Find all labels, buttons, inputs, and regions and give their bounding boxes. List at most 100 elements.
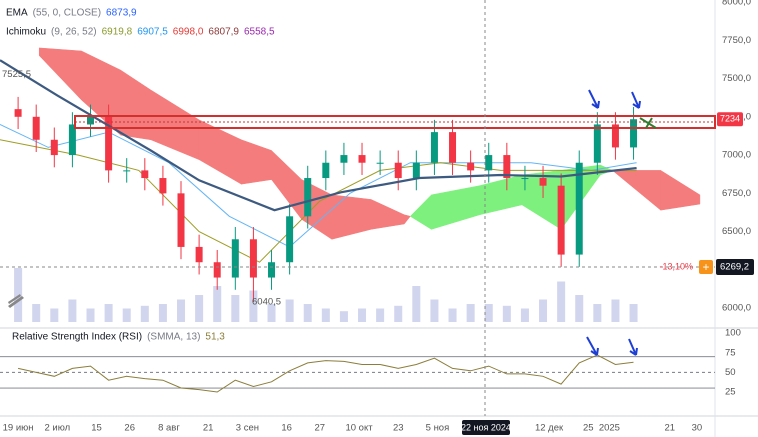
- time-tick-label: 10 окт: [345, 423, 373, 434]
- volume-bar: [575, 295, 584, 322]
- legend-bg: [2, 5, 144, 21]
- candle-body: [177, 193, 185, 247]
- time-tick-label: 15: [91, 423, 102, 434]
- cloud-segment: [660, 169, 701, 211]
- candle-body: [14, 109, 22, 117]
- volume-bar: [140, 305, 149, 322]
- candle-body: [340, 155, 348, 163]
- volume-bar: [122, 308, 131, 322]
- volume-bar: [557, 281, 566, 322]
- price-annotation: 7525,5: [2, 69, 31, 80]
- candle-body: [630, 119, 638, 148]
- volume-bar: [285, 299, 294, 322]
- candle-body: [611, 124, 619, 148]
- legend-value: 6873,9: [106, 8, 137, 19]
- rsi-title: Relative Strength Index (RSI): [12, 332, 142, 343]
- volume-bar: [502, 305, 511, 322]
- volume-bar: [629, 304, 638, 322]
- candle-body: [87, 116, 95, 125]
- volume-bar: [158, 304, 167, 322]
- candle-body: [503, 155, 511, 179]
- candle-body: [539, 178, 547, 186]
- tenkan-line: [0, 124, 637, 248]
- time-tick-label: 5 ноя: [426, 423, 450, 434]
- time-tick-label: 19 июн: [3, 423, 34, 434]
- candle-body: [485, 155, 493, 171]
- crosshair-price-label: 6269,2: [720, 261, 749, 272]
- volume-bar: [412, 286, 421, 322]
- drawing-tool-icon: [8, 294, 24, 308]
- volume-bar: [593, 304, 602, 322]
- kijun-line: [0, 139, 637, 263]
- candle-body: [521, 178, 529, 180]
- volume-bar: [539, 299, 548, 322]
- candle-body: [557, 185, 565, 255]
- legend-params: (9, 26, 52): [51, 27, 97, 38]
- arrow: [628, 338, 638, 356]
- candle-body: [575, 162, 583, 255]
- time-tick-label: 23: [393, 423, 404, 434]
- time-tick-label: 8 авг: [158, 423, 180, 434]
- legend-value: 6907,5: [137, 27, 168, 38]
- legend-value: 6919,8: [102, 27, 133, 38]
- volume-bar: [394, 305, 403, 322]
- time-tick-label: 2025: [599, 423, 620, 434]
- volume-bar: [267, 304, 276, 322]
- volume-bar: [430, 299, 439, 322]
- volume-bar: [68, 299, 77, 322]
- rsi-current: 51,3: [205, 332, 225, 343]
- rsi-params: (SMMA, 13): [147, 332, 200, 343]
- candle-body: [105, 116, 113, 171]
- crosshair-date-tag: [462, 420, 510, 435]
- legend-bg: [2, 24, 282, 40]
- volume-bar: [339, 311, 348, 322]
- price-tick-label: 8000,0: [722, 0, 751, 8]
- price-tick-label: 6500,0: [722, 226, 751, 237]
- volume-bar: [14, 268, 23, 322]
- candle-body: [286, 216, 294, 263]
- legend-value: 6998,0: [173, 27, 204, 38]
- time-tick-label: 21: [664, 423, 675, 434]
- candle-body: [32, 116, 40, 140]
- price-tick-label: 7500,0: [722, 73, 751, 84]
- volume-bar: [104, 304, 113, 322]
- volume-bar: [466, 304, 475, 322]
- arrow: [586, 336, 599, 356]
- volume-bar: [358, 308, 367, 322]
- volume-bar: [32, 304, 41, 322]
- candle-body: [304, 178, 312, 217]
- volume-bar: [303, 304, 312, 322]
- candle-body: [394, 162, 402, 179]
- volume-bar: [195, 295, 204, 322]
- time-tick-label: 21: [203, 423, 214, 434]
- volume-bar: [50, 308, 59, 322]
- price-tick-label: 7000,0: [722, 150, 751, 161]
- legend-name: EMA: [6, 8, 28, 19]
- candle-body: [376, 162, 384, 164]
- crosshair-price-tag: [716, 258, 754, 275]
- candle-body: [231, 239, 239, 278]
- volume-bar: [520, 308, 529, 322]
- candle-body: [268, 262, 276, 278]
- rsi-tick-label: 75: [725, 347, 736, 358]
- candle-body: [159, 178, 167, 194]
- arrows: [586, 89, 641, 356]
- rsi-tick-label: 50: [725, 367, 736, 378]
- crosshair-date-label: 22 ноя 2024: [461, 422, 511, 432]
- candle-body: [449, 132, 457, 163]
- time-tick-label: 16: [281, 423, 292, 434]
- price-tick-label: 7750,0: [722, 35, 751, 46]
- time-tick-label: 26: [124, 423, 135, 434]
- time-tick-label: 2 июл: [44, 423, 70, 434]
- candle-body: [195, 246, 203, 263]
- candle-body: [249, 239, 257, 278]
- volume-bar: [484, 304, 493, 322]
- price-tick-label: 6750,0: [722, 188, 751, 199]
- time-tick-label: 30: [692, 423, 703, 434]
- volume-bar: [249, 290, 258, 322]
- arrow: [631, 91, 641, 109]
- candle-body: [412, 162, 420, 179]
- candle-body: [358, 155, 366, 163]
